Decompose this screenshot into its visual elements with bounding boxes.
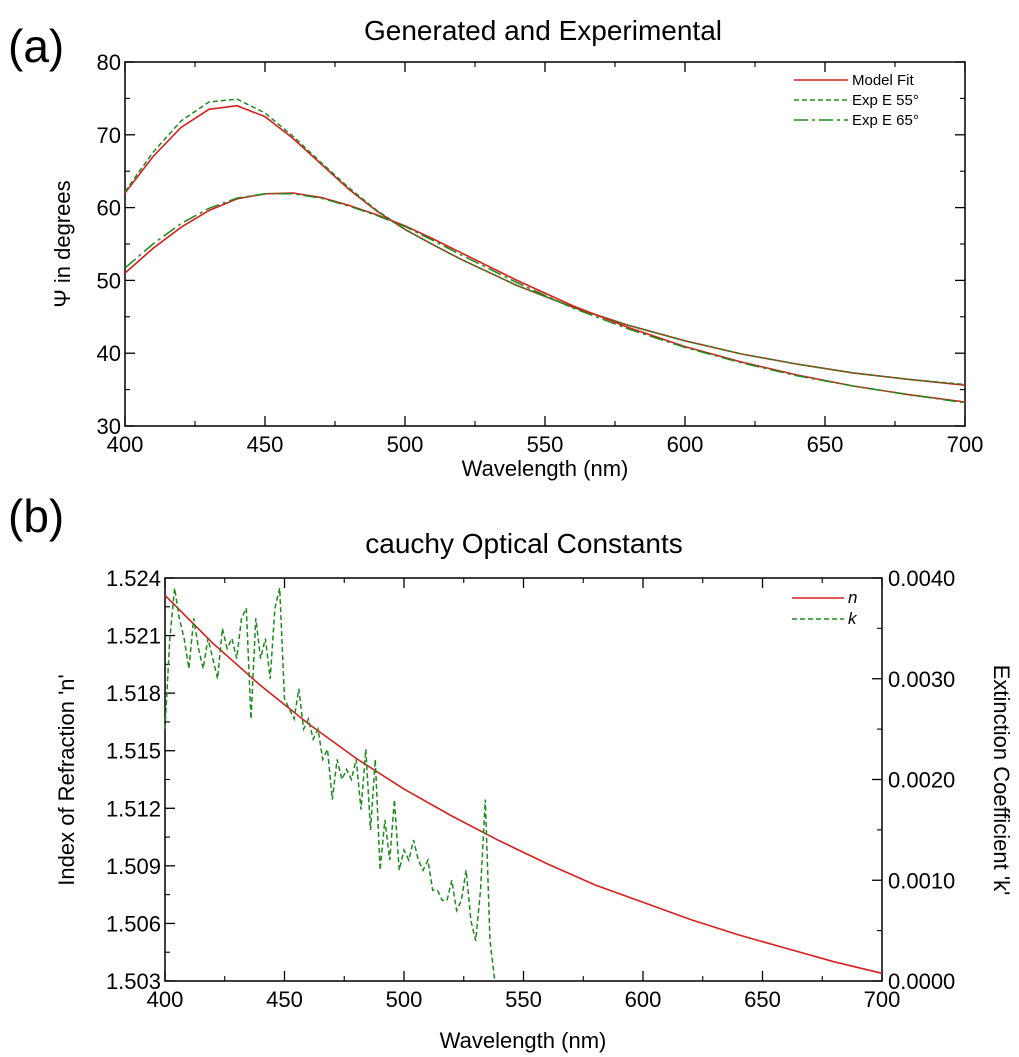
y-tick-label: 1.524	[106, 566, 161, 591]
panel-b-series	[164, 587, 883, 982]
y-tick-label: 1.515	[106, 739, 161, 764]
series-line-k	[164, 587, 496, 982]
panel-b-tick-labels: 400 450 500 550 600 650 700 1.503 1.506 1.509 1.51…	[106, 566, 955, 1012]
y2-tick-label: 0.0020	[888, 768, 955, 793]
panel-b: (b) cauchy Optical Constants 400 450 500 55…	[8, 490, 1014, 1053]
x-tick-label: 400	[107, 432, 144, 457]
series-line-model-fit	[124, 104, 966, 386]
panel-b-legend: nk	[792, 588, 858, 628]
y-tick-label: 1.518	[106, 681, 161, 706]
y-tick-label: 70	[97, 123, 121, 148]
y2-tick-label: 0.0040	[888, 566, 955, 591]
x-tick-label: 650	[744, 987, 781, 1012]
x-tick-label: 550	[527, 432, 564, 457]
panel-b-y2-axis-label: Extinction Coefficient 'k'	[989, 665, 1014, 896]
panel-b-x-axis-label: Wavelength (nm)	[440, 1028, 607, 1053]
x-tick-label: 700	[864, 987, 901, 1012]
panel-a-legend: Model Fit Exp E 55° Exp E 65°	[794, 72, 919, 129]
series-line-model-fit	[124, 192, 966, 403]
y2-tick-label: 0.0000	[888, 969, 955, 994]
legend-label: Model Fit	[852, 72, 915, 89]
x-tick-label: 450	[247, 432, 284, 457]
panel-a-ticks	[124, 61, 966, 427]
x-tick-label: 600	[625, 987, 662, 1012]
y-tick-label: 1.509	[106, 854, 161, 879]
series-line-exp-e-55-	[124, 98, 966, 386]
y-tick-label: 1.512	[106, 796, 161, 821]
panel-b-title: cauchy Optical Constants	[365, 528, 683, 559]
panel-b-y-axis-label: Index of Refraction 'n'	[54, 674, 79, 885]
x-tick-label: 550	[505, 987, 542, 1012]
legend-label: Exp E 65°	[852, 112, 919, 129]
legend-label: n	[848, 588, 857, 607]
legend-label: k	[848, 609, 858, 628]
x-tick-label: 700	[947, 432, 984, 457]
x-tick-label: 400	[147, 987, 184, 1012]
panel-a-y-axis-label: Ψ in degrees	[50, 180, 75, 307]
y-tick-label: 30	[97, 414, 121, 439]
x-tick-label: 650	[807, 432, 844, 457]
y2-tick-label: 0.0010	[888, 868, 955, 893]
panel-b-ticks	[164, 577, 883, 982]
x-tick-label: 500	[386, 987, 423, 1012]
y-tick-label: 1.503	[106, 969, 161, 994]
x-tick-label: 450	[266, 987, 303, 1012]
legend-label: Exp E 55°	[852, 92, 919, 109]
x-tick-label: 500	[387, 432, 424, 457]
panel-b-label: (b)	[8, 490, 64, 542]
y-tick-label: 40	[97, 341, 121, 366]
y-tick-label: 50	[97, 268, 121, 293]
panel-a-title: Generated and Experimental	[364, 15, 722, 46]
panel-a-label: (a)	[8, 20, 64, 72]
x-tick-label: 600	[667, 432, 704, 457]
y-tick-label: 1.506	[106, 911, 161, 936]
y2-tick-label: 0.0030	[888, 667, 955, 692]
series-line-n	[164, 594, 883, 975]
y-tick-label: 1.521	[106, 624, 161, 649]
panel-a-x-axis-label: Wavelength (nm)	[462, 456, 629, 481]
panel-a-tick-labels: 400 450 500 550 600 650 700 30 40 50 60 70 80	[97, 50, 984, 457]
y-tick-label: 80	[97, 50, 121, 75]
panel-a-series	[124, 98, 966, 404]
y-tick-label: 60	[97, 196, 121, 221]
panel-a: (a) Generated and Experimental 400 450 500…	[8, 15, 983, 481]
series-line-exp-e-65-	[124, 193, 966, 404]
